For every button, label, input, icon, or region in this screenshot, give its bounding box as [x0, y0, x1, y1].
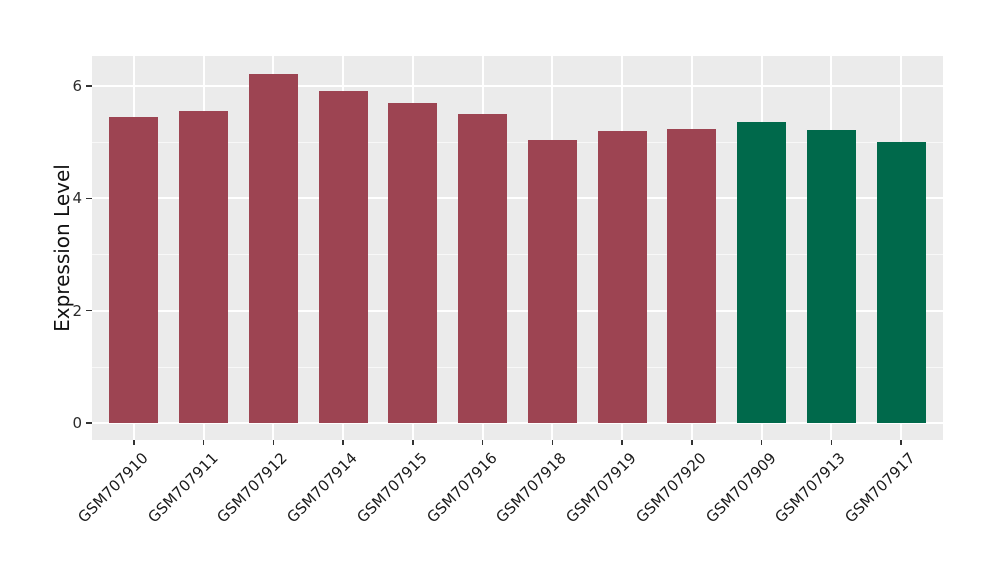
x-tickmark-GSM707913	[830, 440, 833, 445]
y-tick-label-4: 4	[72, 189, 82, 208]
bar-GSM707917	[876, 141, 926, 423]
x-tickmark-GSM707909	[760, 440, 763, 445]
bar-GSM707914	[318, 91, 368, 423]
y-tick-label-2: 2	[72, 301, 82, 320]
bar-GSM707910	[109, 116, 159, 423]
bar-GSM707915	[388, 103, 438, 423]
x-tick-label-GSM707909: GSM707909	[702, 449, 780, 527]
x-tickmark-GSM707919	[621, 440, 623, 445]
bar-GSM707913	[806, 130, 856, 423]
bar-GSM707918	[527, 140, 577, 423]
x-tick-label-GSM707918: GSM707918	[492, 449, 571, 527]
x-tick-label-GSM707912: GSM707912	[213, 449, 292, 527]
x-tick-label-GSM707914: GSM707914	[283, 449, 361, 527]
gridline-minor-y3	[92, 254, 943, 256]
bar-GSM707919	[597, 131, 647, 423]
x-tickmark-GSM707912	[272, 440, 275, 445]
bar-GSM707912	[248, 74, 298, 423]
x-tickmark-GSM707910	[133, 440, 135, 445]
bar-GSM707909	[737, 121, 787, 423]
x-tick-label-GSM707911: GSM707911	[143, 449, 222, 527]
bar-GSM707920	[667, 128, 717, 423]
x-tick-label-GSM707920: GSM707920	[632, 449, 710, 527]
gridline-major-y2	[92, 309, 943, 312]
x-tickmark-GSM707911	[202, 440, 205, 445]
y-tickmark-2	[86, 309, 92, 312]
gridline-major-y6	[92, 84, 943, 87]
x-tick-label-GSM707913: GSM707913	[771, 449, 850, 527]
y-tickmark-6	[86, 85, 92, 87]
x-tick-label-GSM707916: GSM707916	[423, 449, 501, 527]
y-tickmark-0	[86, 422, 92, 424]
y-tickmark-4	[86, 197, 92, 200]
x-tickmark-GSM707918	[551, 440, 554, 445]
x-tickmark-GSM707916	[481, 440, 484, 445]
x-tickmark-GSM707917	[900, 440, 902, 445]
gridline-minor-y5	[92, 142, 943, 144]
y-tick-label-6: 6	[72, 76, 82, 95]
x-tickmark-GSM707920	[691, 440, 693, 445]
y-tick-label-0: 0	[72, 414, 82, 432]
bar-GSM707916	[458, 114, 508, 423]
x-tick-label-GSM707910: GSM707910	[74, 449, 152, 527]
gridline-major-y0	[92, 422, 943, 424]
gridline-major-y4	[92, 197, 943, 200]
x-tickmark-GSM707914	[342, 440, 344, 445]
x-tickmark-GSM707915	[412, 440, 414, 445]
x-tick-label-GSM707915: GSM707915	[353, 449, 431, 527]
bar-GSM707911	[179, 111, 228, 423]
gridline-minor-y1	[92, 366, 943, 368]
x-tick-label-GSM707917: GSM707917	[841, 449, 919, 527]
plot-panel	[92, 56, 943, 440]
x-tick-label-GSM707919: GSM707919	[562, 449, 640, 527]
